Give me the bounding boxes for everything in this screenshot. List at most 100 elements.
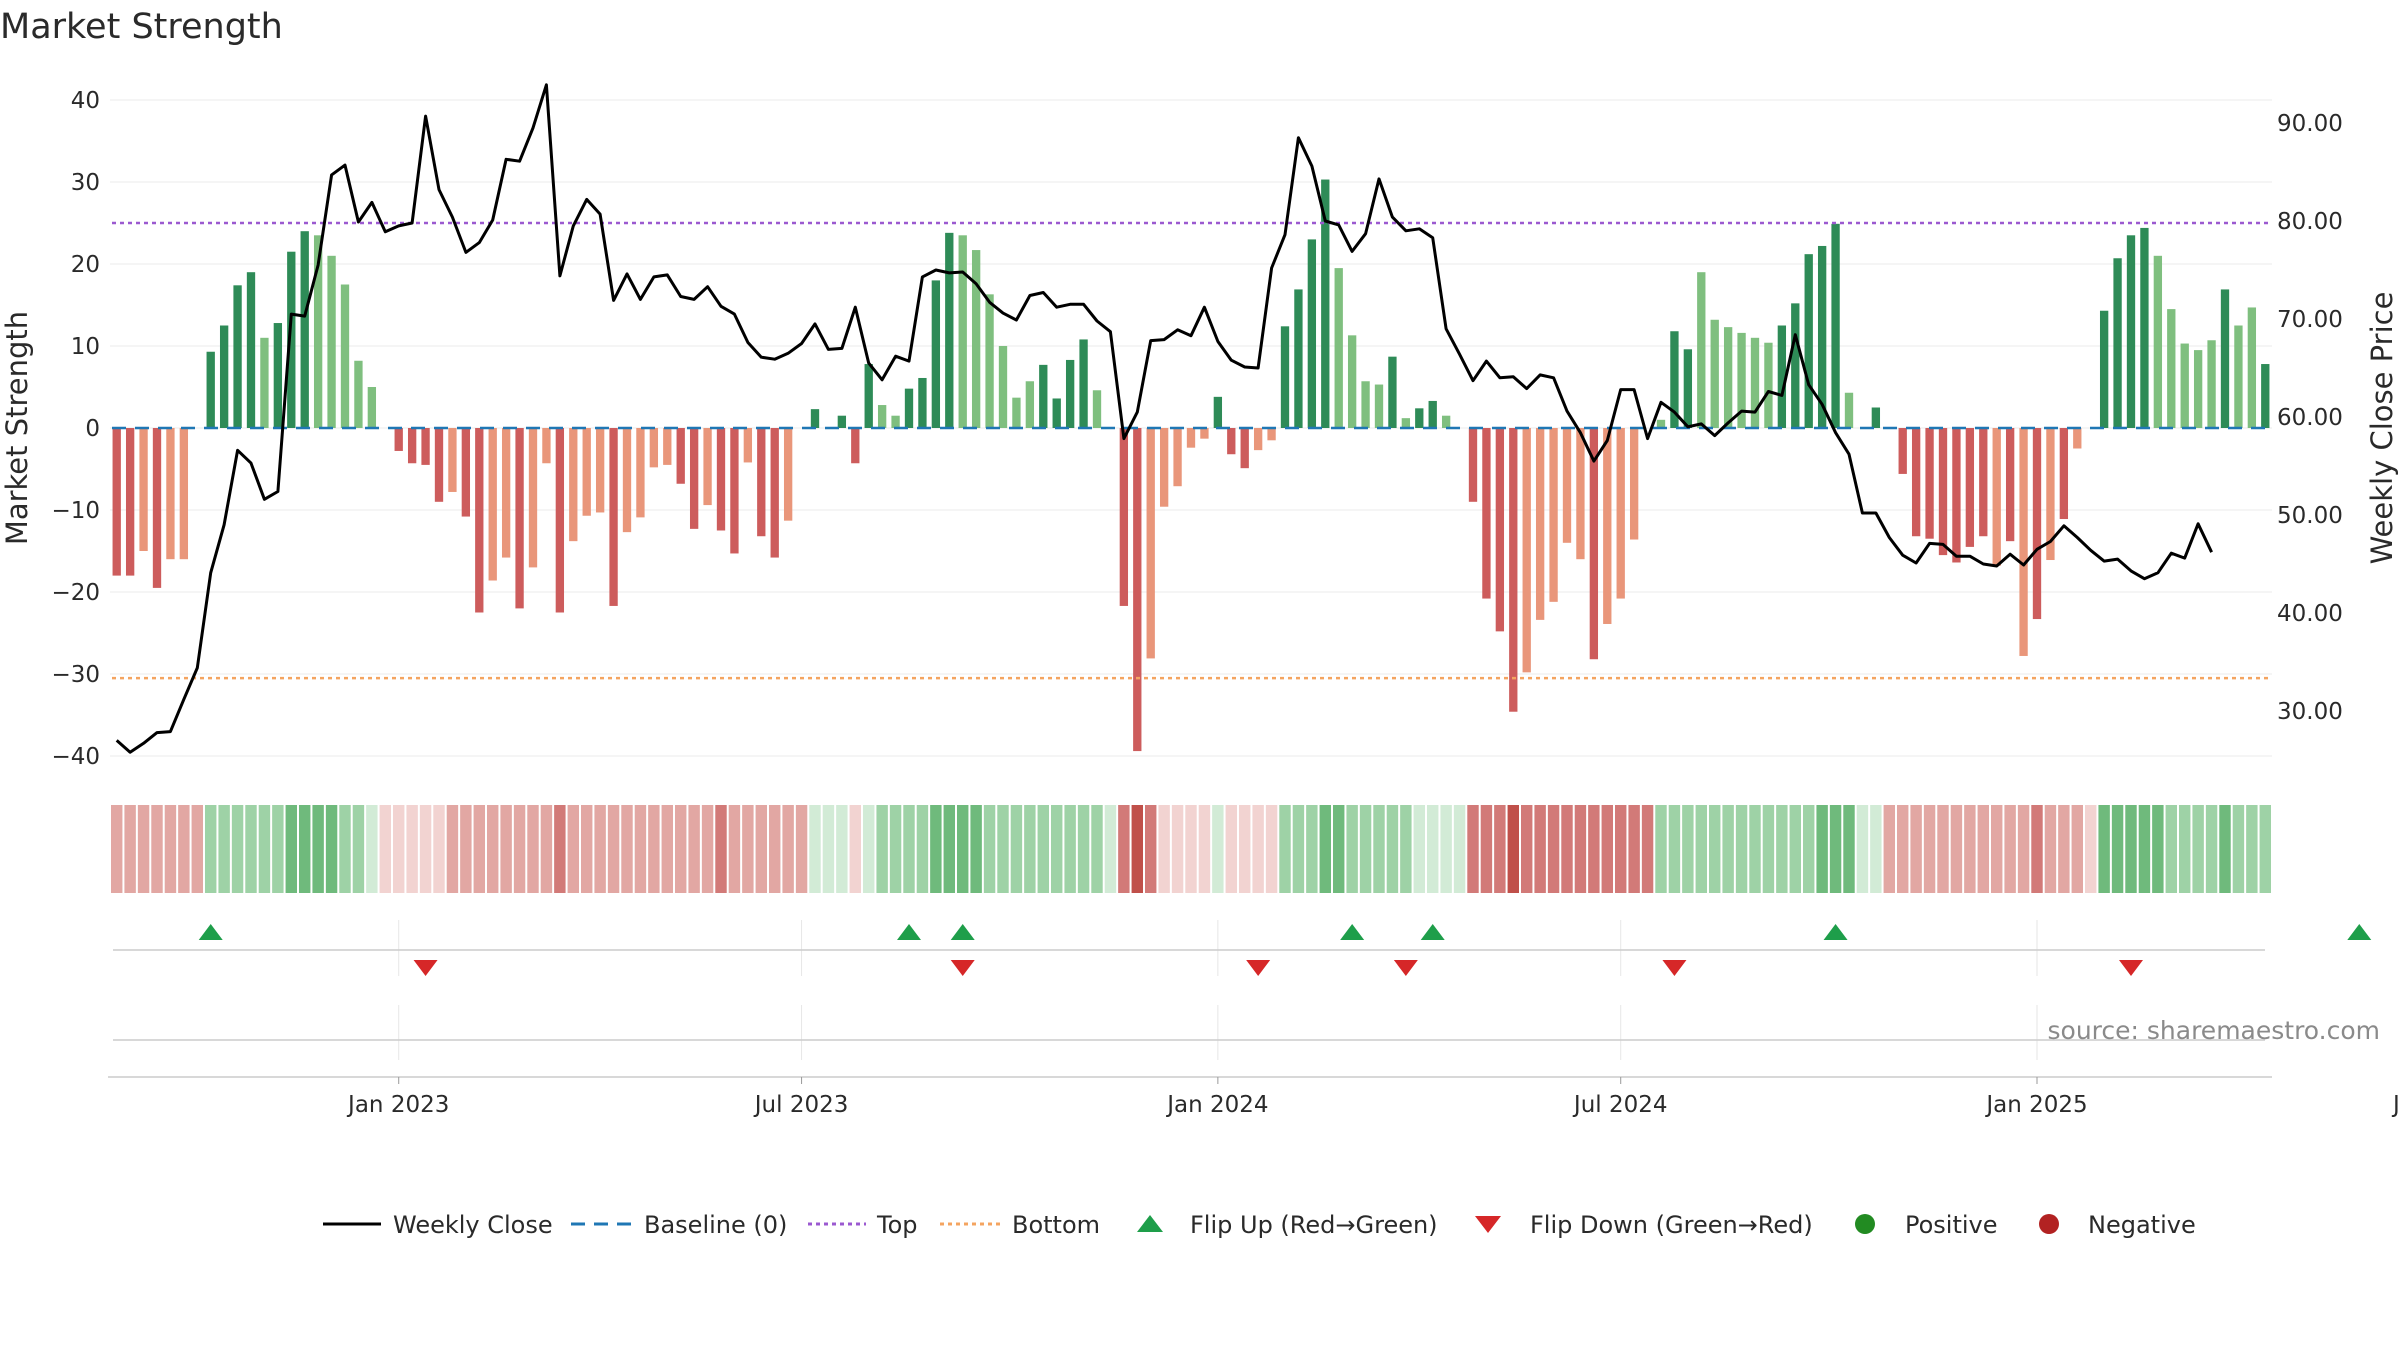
regime-cell (419, 805, 432, 893)
strength-bar (2099, 310, 2109, 428)
y-tick-label: −40 (51, 744, 100, 770)
strength-bar (1576, 428, 1585, 560)
regime-cell (2192, 805, 2204, 893)
strength-bar (2046, 428, 2055, 561)
legend-label-negative: Negative (2088, 1211, 2196, 1239)
strength-bar (998, 346, 1008, 428)
strength-bar (2140, 227, 2149, 428)
x-tick-label: Jul 2024 (1572, 1092, 1668, 1118)
regime-cell (554, 805, 566, 893)
strength-bar (327, 255, 336, 428)
regime-cell (849, 805, 861, 893)
regime-cell (1010, 805, 1023, 893)
regime-cell (1480, 805, 1493, 893)
regime-cell (822, 805, 835, 893)
regime-cell (2098, 805, 2110, 893)
strength-bar (354, 360, 363, 428)
flip-up-marker (198, 924, 223, 940)
regime-cell (2179, 805, 2191, 893)
regime-cell (1467, 805, 1479, 893)
y2-tick-label: 90.00 (2277, 111, 2343, 137)
regime-cell (352, 805, 365, 893)
strength-bars (112, 179, 2270, 752)
regime-cell (1145, 805, 1157, 893)
y2-axis-ticks: 90.00 80.00 70.00 60.00 50.00 40.00 30.00 (2277, 111, 2343, 725)
regime-cell (487, 805, 499, 893)
regime-cell (1561, 805, 1573, 893)
regime-cell (2219, 805, 2231, 893)
strength-bar (260, 337, 269, 428)
strength-bar (1844, 392, 1854, 428)
regime-cell (567, 805, 579, 893)
grid (108, 99, 2272, 1078)
regime-cell (1118, 805, 1130, 893)
strength-bar (1616, 428, 1625, 599)
strength-bar (1697, 272, 1706, 428)
regime-cell (1198, 805, 1211, 893)
strength-bar (622, 428, 632, 533)
strength-bar (1938, 428, 1948, 556)
regime-cell (379, 805, 391, 893)
regime-cell (769, 805, 781, 893)
flip-down-marker (950, 960, 975, 976)
strength-bar (1670, 331, 1679, 428)
strength-bar (1979, 428, 1988, 537)
regime-cell (393, 805, 405, 893)
strength-bar (743, 428, 753, 463)
regime-cell (1024, 805, 1036, 893)
reference-lines (112, 221, 2270, 680)
regime-cell (755, 805, 767, 893)
regime-cell (124, 805, 136, 893)
strength-bar (461, 428, 471, 517)
strength-bar (582, 428, 591, 516)
strength-bar (877, 405, 887, 428)
regime-cell (1722, 805, 1734, 893)
flip-up-marker (1340, 924, 1365, 940)
regime-cell (2152, 805, 2164, 893)
regime-cell (111, 805, 123, 893)
strength-bar (1347, 335, 1357, 428)
strength-bar (1522, 428, 1531, 673)
strength-bar (300, 231, 309, 428)
regime-cell (2205, 805, 2218, 893)
regime-cell (1803, 805, 1815, 893)
regime-cell (889, 805, 902, 893)
strength-bar (179, 428, 189, 560)
strength-bar (770, 428, 779, 558)
regime-cell (527, 805, 539, 893)
y-tick-label: 20 (71, 252, 100, 278)
strength-bar (2234, 325, 2243, 428)
legend-label-weekly-close: Weekly Close (393, 1211, 553, 1239)
strength-bar (904, 388, 914, 428)
strength-bar (246, 272, 256, 428)
regime-cell (1400, 805, 1412, 893)
regime-cell (1306, 805, 1318, 893)
regime-cell (1386, 805, 1399, 893)
strength-bar (340, 284, 350, 428)
regime-cell (1185, 805, 1197, 893)
strength-bar (1388, 356, 1397, 428)
flip-up-marker (897, 924, 921, 940)
flip-down-marker (1246, 960, 1271, 976)
regime-cell (1709, 805, 1721, 893)
legend-swatch-flip-up (1137, 1215, 1163, 1232)
regime-cell (231, 805, 244, 893)
strength-bar (1213, 396, 1223, 428)
regime-cell (1359, 805, 1372, 893)
strength-bar (1911, 428, 1921, 537)
regime-cell (1534, 805, 1546, 893)
regime-cell (903, 805, 915, 893)
regime-cell (1279, 805, 1291, 893)
strength-bar (1186, 428, 1196, 448)
strength-bar (1173, 428, 1182, 487)
y2-tick-label: 40.00 (2277, 601, 2343, 627)
flip-up-marker (1823, 924, 1848, 940)
regime-cell (1883, 805, 1895, 893)
regime-cell (1695, 805, 1707, 893)
regime-cell (1037, 805, 1049, 893)
regime-cell (1749, 805, 1761, 893)
regime-cell (1641, 805, 1654, 893)
strength-bar (2180, 343, 2189, 428)
regime-cell (299, 805, 311, 893)
strength-bar (703, 428, 712, 506)
